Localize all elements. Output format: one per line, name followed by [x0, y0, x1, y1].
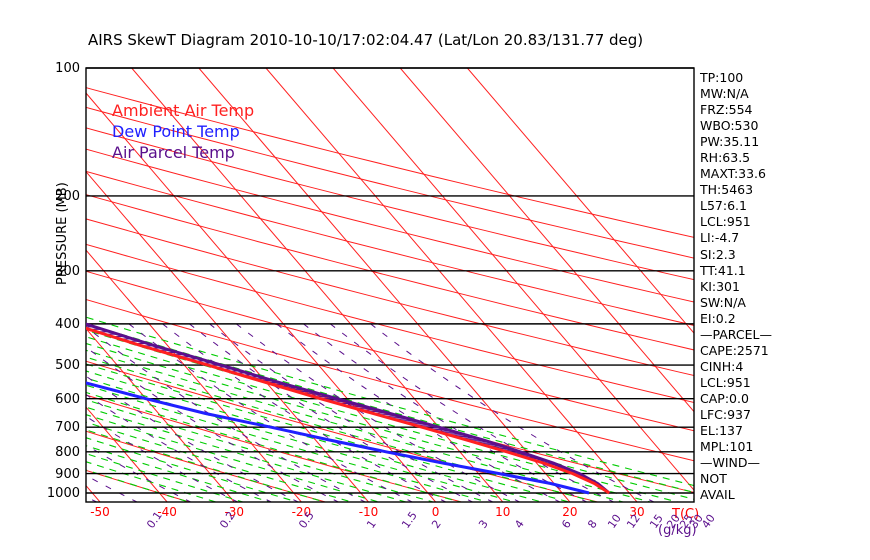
parameter-row: CAP:0.0	[700, 390, 749, 406]
parameter-row: EI:0.2	[700, 310, 736, 326]
parameter-row: —PARCEL—	[700, 326, 772, 342]
parameter-row: PW:35.11	[700, 134, 760, 150]
pressure-tick-label: 800	[55, 444, 80, 460]
parameter-row: —WIND—	[700, 455, 761, 471]
bottom-temp-tick-label: -40	[157, 505, 177, 519]
pressure-tick-label: 300	[55, 263, 80, 279]
parameter-row: FRZ:554	[700, 102, 753, 118]
pressure-tick-label: 500	[55, 358, 80, 374]
parameter-row: LI:-4.7	[700, 230, 740, 246]
bottom-temp-tick-label: -30	[224, 505, 245, 519]
pressure-tick-label: 700	[55, 420, 80, 436]
bottom-temp-tick-label: -10	[358, 505, 379, 519]
pressure-tick-label: 900	[55, 466, 80, 482]
sounding-parameters-panel: TP:100 MW:N/A FRZ:554 WBO:530 PW:35.11 RH:63.…	[700, 70, 795, 503]
bottom-temp-tick-label: 20	[562, 505, 578, 519]
pressure-tick-label: 200	[55, 188, 80, 204]
parameter-row: TH:5463	[700, 182, 754, 198]
bottom-temp-tick-label: 0	[431, 505, 440, 519]
parameter-row: MAXT:33.6	[700, 166, 766, 182]
parameter-row: LCL:951	[700, 374, 751, 390]
pressure-tick-label: 600	[55, 391, 80, 407]
parameter-row: RH:63.5	[700, 150, 751, 166]
parameter-row: WBO:530	[700, 118, 759, 134]
parameter-row: TT:41.1	[700, 262, 746, 278]
parameter-row: L57:6.1	[700, 198, 747, 214]
page-title: AIRS SkewT Diagram 2010-10-10/17:02:04.4…	[88, 31, 644, 49]
bottom-temp-tick-label: 30	[629, 505, 645, 519]
parameter-row: TP:100	[700, 70, 744, 85]
pressure-tick-label: 1000	[46, 485, 80, 501]
parameter-row: CAPE:2571	[700, 342, 769, 358]
parameter-row: NOT	[700, 471, 727, 487]
bottom-temp-tick-label: -20	[291, 505, 312, 519]
parameter-row: MPL:101	[700, 439, 754, 455]
bottom-temp-tick-label: -50	[90, 505, 110, 519]
legend-air-parcel-temp: Air Parcel Temp	[112, 143, 235, 162]
x-axis-mixing-ratio-label: (g/kg)	[658, 523, 697, 538]
legend-dew-point-temp: Dew Point Temp	[112, 122, 240, 141]
pressure-tick-label: 100	[55, 61, 80, 76]
parameter-row: LCL:951	[700, 214, 751, 230]
parameter-row: EL:137	[700, 423, 743, 439]
legend-ambient-air-temp: Ambient Air Temp	[112, 101, 255, 120]
parameter-row: LFC:937	[700, 406, 751, 422]
parameter-row: KI:301	[700, 278, 740, 294]
pressure-tick-label: 400	[55, 316, 80, 332]
parameter-row: MW:N/A	[700, 86, 749, 102]
parameter-row: SW:N/A	[700, 294, 746, 310]
x-axis-temperature-label: T(C)	[672, 507, 700, 522]
parameter-row: CINH:4	[700, 358, 744, 374]
parameter-row: SI:2.3	[700, 246, 736, 262]
parameter-row: AVAIL	[700, 487, 735, 503]
bottom-temp-tick-label: 10	[495, 505, 511, 519]
